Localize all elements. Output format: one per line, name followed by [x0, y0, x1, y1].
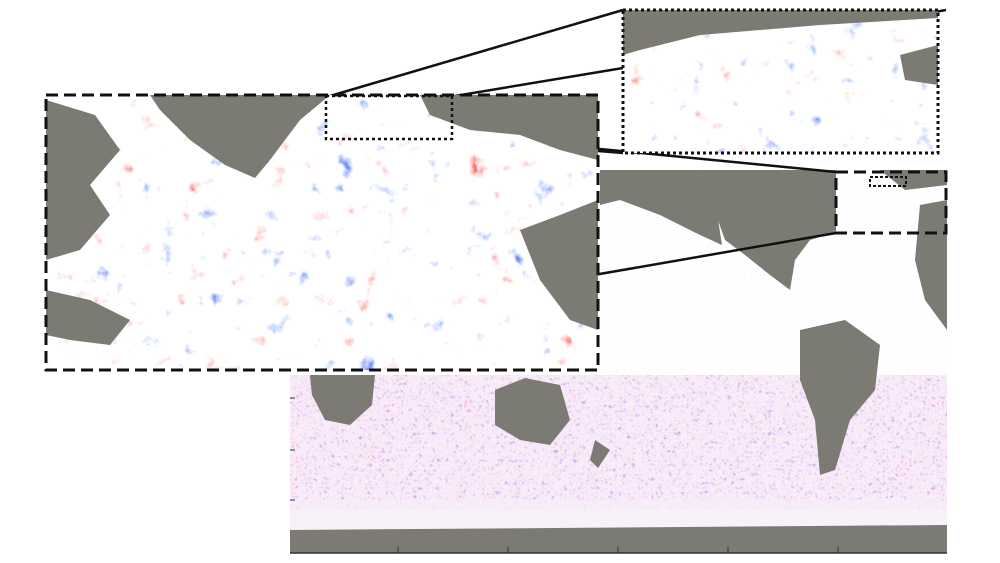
axis-ticks	[290, 397, 839, 553]
inset-frame	[621, 8, 940, 155]
north-america	[700, 170, 836, 290]
antarctica	[290, 525, 947, 553]
connector	[454, 66, 624, 98]
south-america	[800, 320, 880, 475]
region-box	[834, 170, 948, 235]
europe	[420, 95, 598, 160]
greenland	[150, 95, 330, 178]
africa	[310, 375, 375, 425]
inset-atlantic	[46, 95, 598, 370]
north-america	[46, 100, 120, 260]
inset-gulf-stream	[623, 10, 938, 153]
connector	[329, 8, 624, 98]
new-zealand	[590, 440, 610, 468]
zoom-box	[324, 94, 454, 141]
greenland	[880, 170, 947, 190]
africa	[520, 200, 598, 330]
inset-frame	[44, 93, 600, 372]
caribbean-coast	[46, 290, 130, 345]
europe-africa	[915, 200, 947, 330]
australia	[495, 378, 570, 445]
sub-region-box	[869, 176, 907, 187]
eddy-field	[46, 95, 598, 370]
island	[900, 45, 938, 85]
north-america-west	[600, 170, 722, 245]
antarctic-ice	[290, 500, 947, 530]
coast	[623, 10, 938, 55]
